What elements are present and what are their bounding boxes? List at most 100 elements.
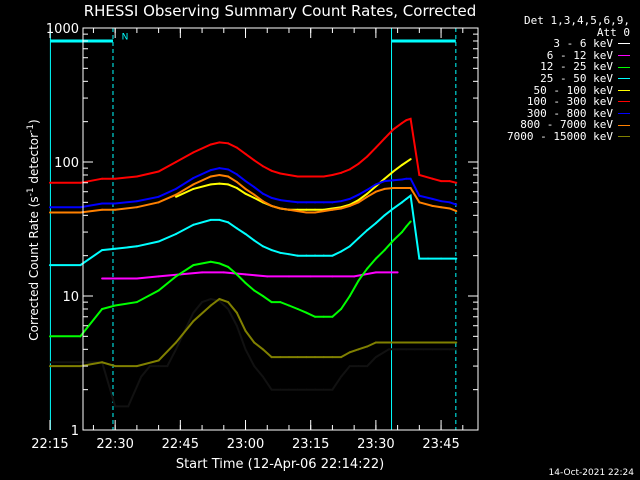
data-point xyxy=(253,159,256,162)
data-point xyxy=(244,187,247,190)
data-point xyxy=(331,315,334,318)
data-point xyxy=(418,341,421,344)
data-point xyxy=(296,307,299,310)
data-point xyxy=(101,249,104,252)
legend-item-label: 7000 - 15000 keV xyxy=(507,129,613,143)
data-point xyxy=(331,356,334,359)
data-point xyxy=(374,190,377,193)
data-point xyxy=(261,295,264,297)
legend-swatch xyxy=(618,66,630,68)
data-point xyxy=(448,207,451,210)
data-point xyxy=(427,257,430,260)
data-point xyxy=(392,179,395,182)
data-point xyxy=(244,233,247,236)
data-point xyxy=(305,254,308,257)
data-point xyxy=(374,356,377,359)
data-point xyxy=(392,341,395,344)
data-point xyxy=(48,335,51,338)
legend-swatch xyxy=(618,89,630,91)
data-point xyxy=(322,175,325,178)
data-point xyxy=(253,289,256,292)
data-point xyxy=(314,254,317,257)
data-point xyxy=(270,196,273,199)
legend-swatch xyxy=(618,113,630,115)
data-point xyxy=(157,170,160,173)
y-tick-label: 10 xyxy=(62,290,79,305)
timestamp: 14-Oct-2021 22:24 xyxy=(548,468,634,478)
data-point xyxy=(157,240,160,243)
data-point xyxy=(222,271,225,274)
data-point xyxy=(322,356,325,359)
data-point xyxy=(244,273,247,276)
data-point xyxy=(114,208,117,211)
data-point xyxy=(235,146,238,149)
data-point xyxy=(331,173,334,176)
legend-swatch xyxy=(618,78,630,80)
data-point xyxy=(218,173,221,176)
data-point xyxy=(157,289,160,292)
data-point xyxy=(287,200,290,203)
data-point xyxy=(314,201,317,204)
data-point xyxy=(261,192,264,195)
data-point xyxy=(279,251,282,254)
data-point xyxy=(296,175,299,178)
data-point xyxy=(305,311,308,314)
data-point xyxy=(353,275,356,278)
data-point xyxy=(331,208,334,211)
data-point xyxy=(400,178,403,181)
data-point xyxy=(322,388,325,391)
data-point xyxy=(244,192,247,195)
data-point xyxy=(48,365,51,368)
data-point xyxy=(174,193,177,196)
data-point xyxy=(409,341,412,344)
data-point xyxy=(296,356,299,359)
data-point xyxy=(455,348,458,351)
data-point xyxy=(348,295,351,297)
data-point xyxy=(305,211,308,214)
data-point xyxy=(244,329,247,332)
data-point xyxy=(209,169,212,172)
data-point xyxy=(270,301,273,304)
data-point xyxy=(279,301,282,304)
data-point xyxy=(166,365,169,368)
legend-header-1: Det 1,3,4,5,6,9, xyxy=(524,14,630,27)
data-point xyxy=(157,359,160,362)
data-point xyxy=(174,348,177,351)
data-point xyxy=(405,225,408,228)
data-point xyxy=(279,356,282,359)
data-point xyxy=(209,218,212,221)
data-point xyxy=(340,207,343,210)
data-point xyxy=(244,152,247,155)
data-point xyxy=(227,175,230,178)
data-point xyxy=(148,365,151,368)
data-point xyxy=(279,172,282,175)
data-point xyxy=(218,141,221,144)
data-point xyxy=(287,253,290,256)
data-point xyxy=(383,341,386,344)
data-point xyxy=(261,200,264,203)
data-point xyxy=(348,351,351,354)
data-point xyxy=(192,151,195,154)
data-point xyxy=(48,361,51,364)
data-point xyxy=(374,271,377,274)
data-point xyxy=(235,180,238,183)
data-point xyxy=(400,163,403,166)
data-point xyxy=(235,173,238,176)
data-point xyxy=(405,119,408,122)
data-point xyxy=(235,186,238,189)
y-tick-label: 100 xyxy=(54,156,79,171)
x-tick-label: 23:00 xyxy=(227,437,264,452)
data-point xyxy=(174,187,177,190)
data-point xyxy=(455,341,458,344)
data-point xyxy=(174,341,177,344)
svg-text:Corrected Count Rate (s-1 dete: Corrected Count Rate (s-1 detector-1) xyxy=(26,119,41,340)
data-point xyxy=(135,365,138,368)
data-point xyxy=(266,275,269,278)
chart-title: RHESSI Observing Summary Count Rates, Co… xyxy=(84,2,477,20)
data-point xyxy=(101,202,104,205)
data-point xyxy=(392,207,395,210)
data-point xyxy=(440,206,443,209)
data-point xyxy=(387,348,390,351)
data-point xyxy=(114,177,117,180)
